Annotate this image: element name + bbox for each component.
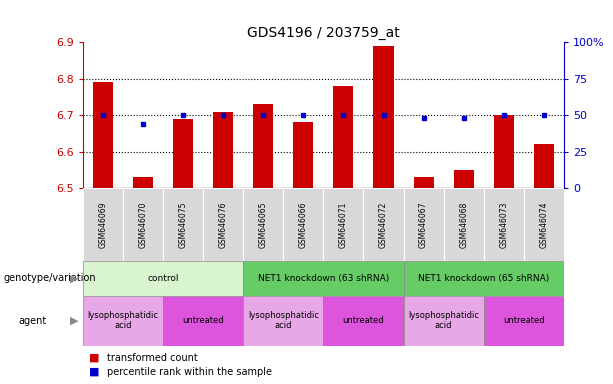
Bar	[203, 188, 243, 261]
Bar	[534, 144, 554, 188]
Text: genotype/variation: genotype/variation	[3, 273, 96, 283]
Text: GSM646072: GSM646072	[379, 202, 388, 248]
Text: lysophosphatidic
acid: lysophosphatidic acid	[408, 311, 479, 330]
Text: GSM646074: GSM646074	[539, 201, 549, 248]
Text: transformed count: transformed count	[107, 353, 198, 363]
Text: GSM646070: GSM646070	[139, 201, 147, 248]
Text: GSM646069: GSM646069	[98, 201, 107, 248]
Text: lysophosphatidic
acid: lysophosphatidic acid	[248, 311, 319, 330]
Bar	[83, 296, 163, 346]
Text: ▶: ▶	[70, 273, 78, 283]
Text: GSM646066: GSM646066	[299, 201, 308, 248]
Bar	[484, 296, 564, 346]
Bar	[243, 188, 283, 261]
Bar	[524, 188, 564, 261]
Bar	[243, 296, 324, 346]
Bar	[403, 296, 484, 346]
Title: GDS4196 / 203759_at: GDS4196 / 203759_at	[247, 26, 400, 40]
Bar	[373, 46, 394, 188]
Bar	[403, 261, 564, 296]
Bar	[454, 170, 474, 188]
Text: GSM646067: GSM646067	[419, 201, 428, 248]
Text: lysophosphatidic
acid: lysophosphatidic acid	[88, 311, 158, 330]
Bar	[444, 188, 484, 261]
Bar	[173, 119, 193, 188]
Text: ■: ■	[89, 366, 99, 377]
Bar	[484, 188, 524, 261]
Text: percentile rank within the sample: percentile rank within the sample	[107, 366, 272, 377]
Bar	[253, 104, 273, 188]
Bar	[324, 296, 403, 346]
Bar	[333, 86, 354, 188]
Text: agent: agent	[18, 316, 47, 326]
Bar	[293, 122, 313, 188]
Bar	[403, 188, 444, 261]
Bar	[243, 261, 403, 296]
Text: GSM646065: GSM646065	[259, 201, 268, 248]
Bar	[83, 188, 123, 261]
Bar	[324, 188, 364, 261]
Text: NET1 knockdown (65 shRNA): NET1 knockdown (65 shRNA)	[418, 274, 549, 283]
Bar	[163, 296, 243, 346]
Bar	[494, 115, 514, 188]
Text: GSM646076: GSM646076	[219, 201, 227, 248]
Bar	[123, 188, 163, 261]
Bar	[93, 82, 113, 188]
Bar	[364, 188, 403, 261]
Text: untreated: untreated	[182, 316, 224, 325]
Text: GSM646075: GSM646075	[178, 201, 188, 248]
Text: GSM646071: GSM646071	[339, 202, 348, 248]
Text: untreated: untreated	[343, 316, 384, 325]
Bar	[133, 177, 153, 188]
Text: GSM646073: GSM646073	[500, 201, 508, 248]
Text: untreated: untreated	[503, 316, 545, 325]
Bar	[283, 188, 324, 261]
Bar	[83, 261, 243, 296]
Text: ▶: ▶	[70, 316, 78, 326]
Text: GSM646068: GSM646068	[459, 202, 468, 248]
Bar	[213, 111, 233, 188]
Bar	[163, 188, 203, 261]
Text: control: control	[147, 274, 179, 283]
Bar	[414, 177, 433, 188]
Text: ■: ■	[89, 353, 99, 363]
Text: NET1 knockdown (63 shRNA): NET1 knockdown (63 shRNA)	[257, 274, 389, 283]
